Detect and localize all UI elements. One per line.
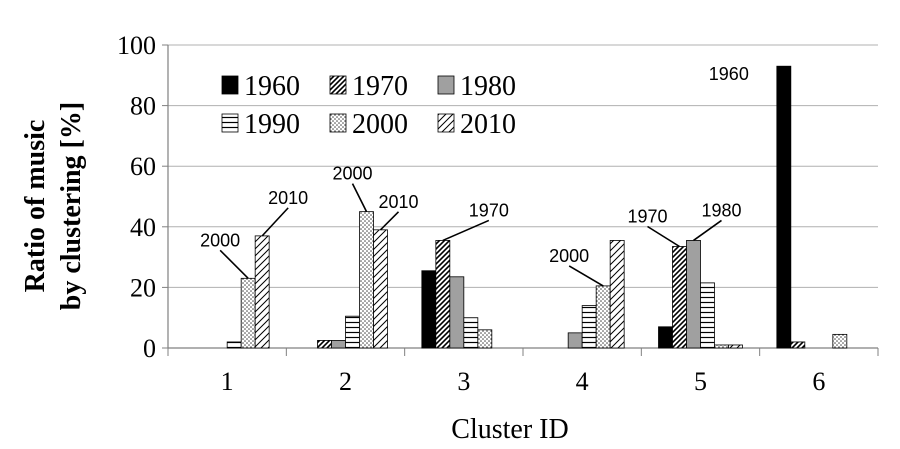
annotation-label: 2000 <box>332 164 372 184</box>
bar-1980-cluster-2 <box>332 340 346 348</box>
bar-2010-cluster-2 <box>374 230 388 348</box>
bars <box>227 66 847 348</box>
x-tick-label: 1 <box>221 367 234 396</box>
annotation-leader <box>648 226 680 246</box>
y-tick-label: 100 <box>117 31 156 60</box>
bar-2000-cluster-6 <box>833 334 847 348</box>
y-tick-label: 60 <box>130 152 156 181</box>
bar-2010-cluster-4 <box>610 240 624 348</box>
legend-swatch-1990 <box>222 114 238 132</box>
bar-1980-cluster-3 <box>450 277 464 348</box>
annotation-label: 1970 <box>627 206 667 226</box>
bar-1990-cluster-1 <box>227 342 241 348</box>
annotation-label: 2010 <box>378 192 418 212</box>
bar-1970-cluster-3 <box>436 240 450 348</box>
x-tick-label: 6 <box>812 367 825 396</box>
annotation-label: 1970 <box>469 200 509 220</box>
legend-swatch-2010 <box>438 114 454 132</box>
legend-swatch-1960 <box>222 76 238 94</box>
y-tick-label: 0 <box>143 334 156 363</box>
bar-1990-cluster-2 <box>346 316 360 348</box>
y-tick-label: 20 <box>130 273 156 302</box>
annotation-leader <box>694 220 722 240</box>
annotation-leader <box>353 184 367 212</box>
x-tick-label: 4 <box>576 367 589 396</box>
annotation-leader <box>220 250 248 278</box>
bar-1990-cluster-4 <box>582 306 596 348</box>
annotation-label: 1980 <box>701 200 741 220</box>
annotation-leader <box>443 220 489 240</box>
legend-label-2000: 2000 <box>352 109 408 140</box>
legend-label-1980: 1980 <box>460 71 516 102</box>
annotation-leader <box>262 208 288 236</box>
y-axis-label-line1: Ratio of music <box>20 120 51 293</box>
annotation-label: 2000 <box>200 230 240 250</box>
bar-1960-cluster-6 <box>777 66 791 348</box>
x-tick-label: 3 <box>457 367 470 396</box>
bar-2000-cluster-4 <box>596 286 610 348</box>
bar-2010-cluster-5 <box>729 345 743 348</box>
legend-swatch-2000 <box>330 114 346 132</box>
x-axis-label: Cluster ID <box>451 414 568 444</box>
legend-swatch-1970 <box>330 76 346 94</box>
legend-label-1990: 1990 <box>244 109 300 140</box>
bar-1980-cluster-4 <box>568 333 582 348</box>
x-tick-label: 2 <box>339 367 352 396</box>
y-tick-label: 80 <box>130 92 156 121</box>
bar-1990-cluster-5 <box>701 283 715 348</box>
annotation-label: 1960 <box>709 64 749 84</box>
bar-2000-cluster-2 <box>360 212 374 348</box>
y-tick-label: 40 <box>130 213 156 242</box>
legend-label-1960: 1960 <box>244 71 300 102</box>
bar-2000-cluster-1 <box>241 278 255 348</box>
bar-1960-cluster-5 <box>659 327 673 348</box>
legend-swatch-1980 <box>438 76 454 94</box>
bar-2000-cluster-5 <box>715 345 729 348</box>
x-tick-label: 5 <box>694 367 707 396</box>
bar-1990-cluster-3 <box>464 318 478 348</box>
annotation-leader <box>569 266 603 286</box>
y-axis-label-line2: by clustering [%] <box>56 102 87 310</box>
bar-1960-cluster-3 <box>422 271 436 348</box>
bar-2000-cluster-3 <box>478 330 492 348</box>
bar-1970-cluster-6 <box>791 342 805 348</box>
bar-1970-cluster-5 <box>673 246 687 348</box>
legend-label-1970: 1970 <box>352 71 408 102</box>
bar-2010-cluster-1 <box>255 236 269 348</box>
bar-1970-cluster-2 <box>318 340 332 348</box>
annotation-label: 2000 <box>549 246 589 266</box>
bar-1980-cluster-5 <box>687 240 701 348</box>
annotation-label: 2010 <box>268 188 308 208</box>
legend-label-2010: 2010 <box>460 109 516 140</box>
